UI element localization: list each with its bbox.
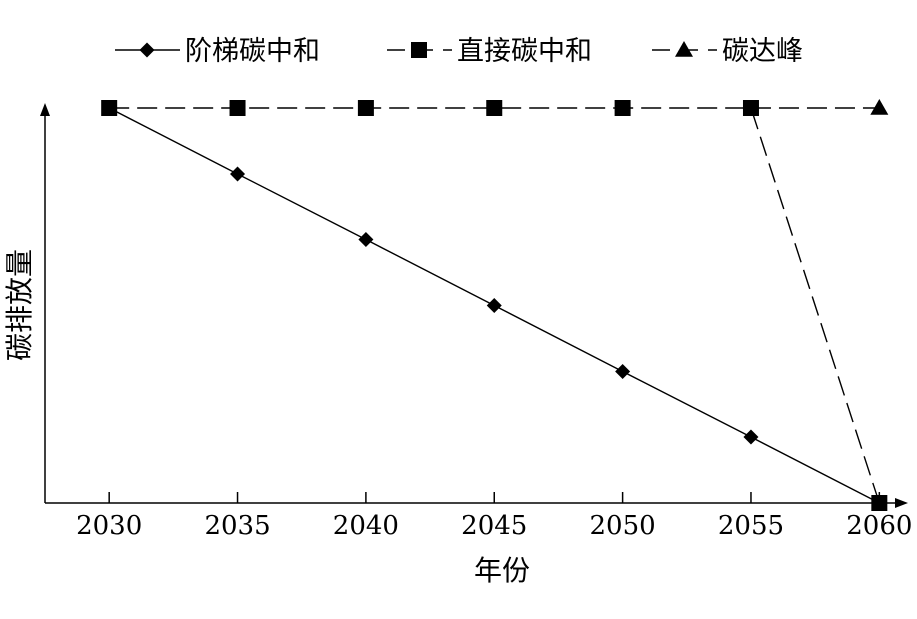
x-tick-label: 2040 — [333, 511, 399, 541]
legend-label: 直接碳中和 — [457, 36, 592, 67]
legend-item: 阶梯碳中和 — [115, 36, 320, 67]
data-point-square — [486, 100, 503, 116]
data-point-square — [229, 100, 246, 116]
x-tick-label: 2055 — [718, 511, 784, 541]
axes: 2030 2035 2040 2045 2050 2055 2060 — [40, 103, 912, 541]
legend: 阶梯碳中和 直接碳中和 碳达峰 — [115, 36, 803, 67]
data-point-square — [742, 100, 759, 116]
x-tick-label: 2045 — [461, 511, 527, 541]
legend-marker-square — [411, 42, 427, 58]
legend-marker-triangle — [675, 41, 693, 57]
x-axis-arrow-icon — [895, 498, 908, 508]
data-point-square — [614, 100, 631, 116]
x-axis-label: 年份 — [474, 554, 530, 587]
y-axis-label: 碳排放量 — [3, 249, 36, 361]
data-point-diamond — [230, 166, 246, 182]
x-tick-label: 2035 — [204, 511, 270, 541]
x-tick-label: 2050 — [590, 511, 656, 541]
legend-marker-diamond — [139, 42, 155, 58]
plot-series — [101, 99, 889, 511]
data-point-square — [357, 100, 374, 116]
legend-item: 碳达峰 — [652, 36, 803, 67]
legend-label: 阶梯碳中和 — [185, 36, 320, 67]
x-tick-label: 2060 — [846, 511, 912, 541]
data-point-square — [871, 495, 888, 511]
data-point-square — [101, 100, 118, 116]
data-point-triangle — [870, 99, 889, 115]
data-point-diamond — [358, 232, 374, 248]
data-point-diamond — [486, 298, 502, 313]
legend-item: 直接碳中和 — [387, 36, 592, 67]
data-point-diamond — [743, 429, 759, 445]
y-axis-arrow-icon — [40, 103, 50, 116]
legend-label: 碳达峰 — [722, 36, 803, 67]
data-point-diamond — [615, 363, 631, 379]
x-tick-label: 2030 — [76, 511, 142, 541]
